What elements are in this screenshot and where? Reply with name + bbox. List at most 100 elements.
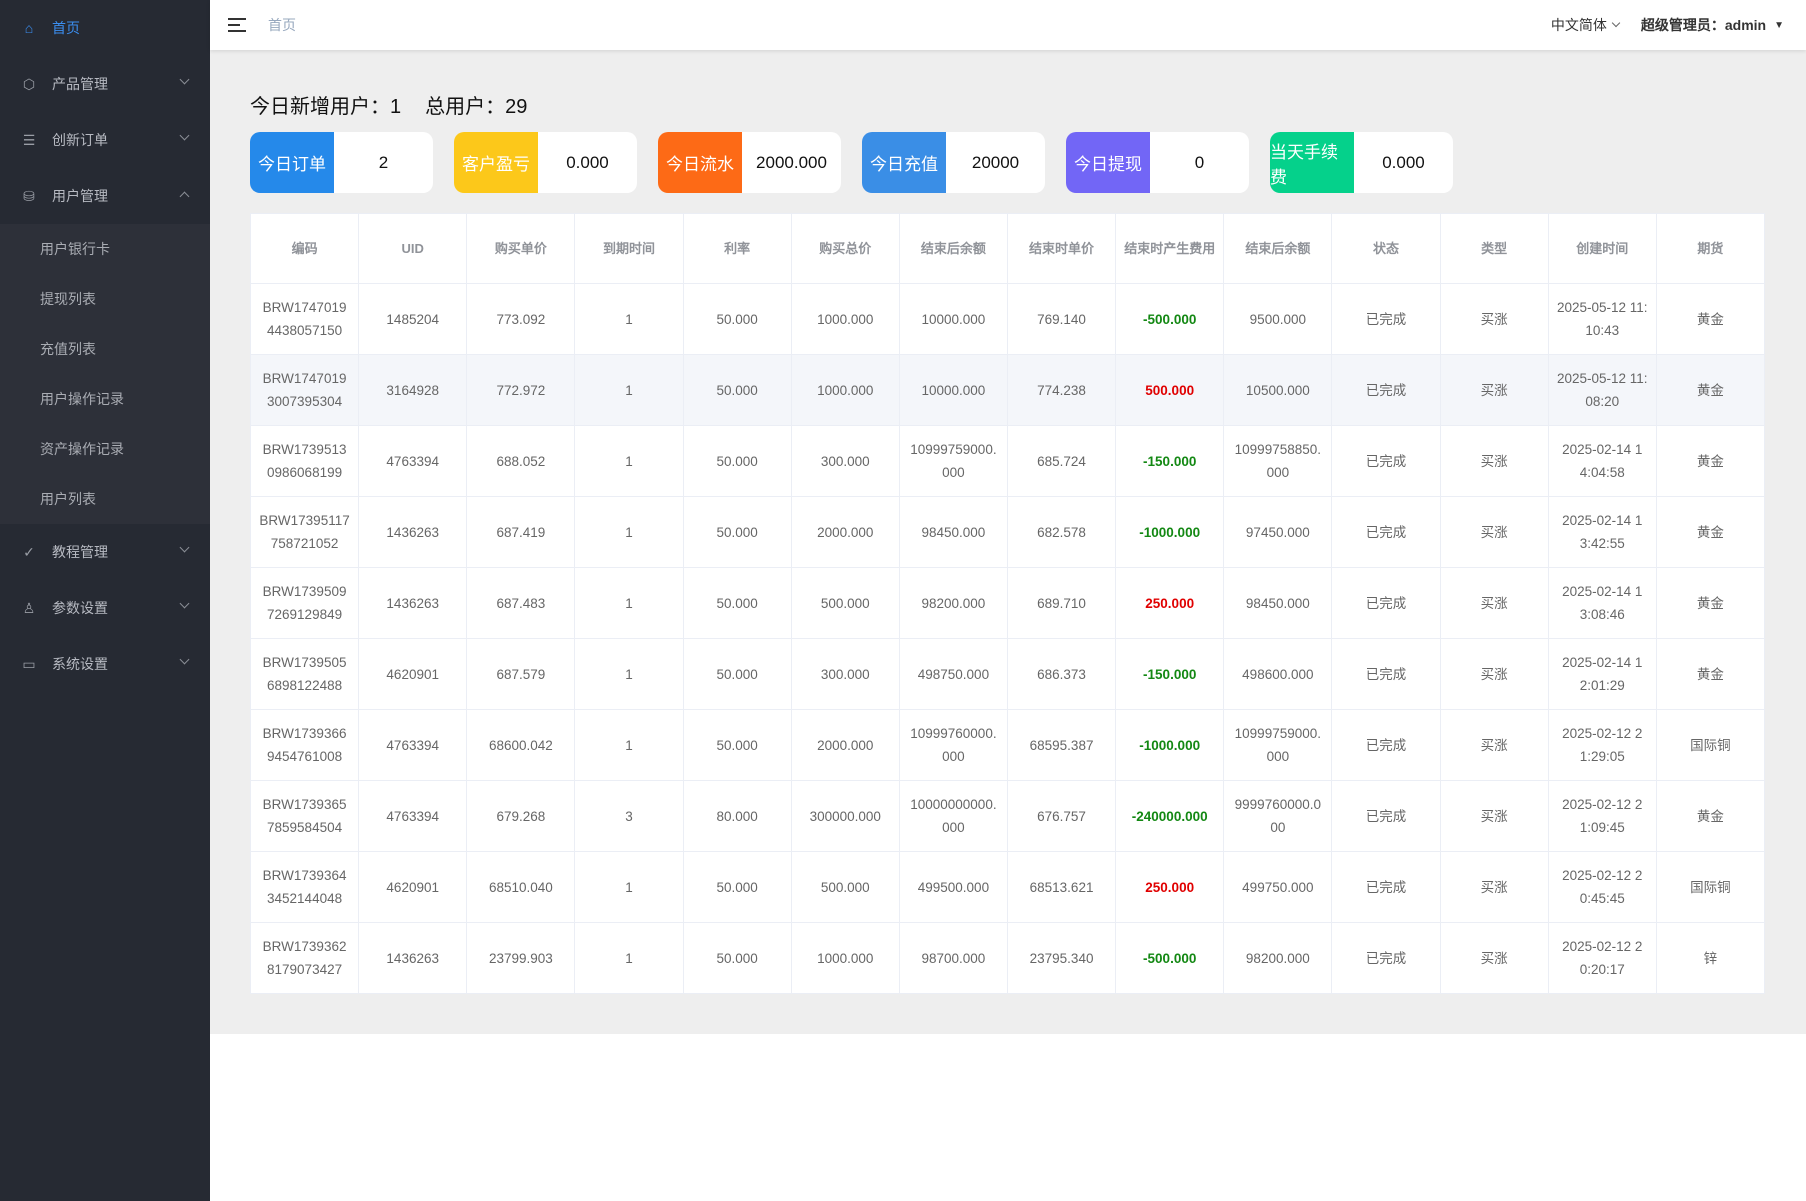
submenu-item[interactable]: 充值列表 — [40, 341, 96, 357]
table-cell: 688.052 — [466, 425, 576, 497]
table-row: BRW17395097269129849 1436263 687.483 1 50.00… — [249, 567, 1766, 639]
user-menu[interactable]: 超级管理员：admin ▼ — [1641, 15, 1784, 35]
table-cell: 1436263 — [358, 496, 468, 568]
table-cell: 2025-02-12 21:29:05 — [1547, 709, 1657, 781]
sidebar-item-4[interactable]: ✓ 教程管理 — [0, 524, 210, 580]
table-cell: 4620901 — [358, 638, 468, 710]
table-cell: 687.483 — [466, 567, 576, 639]
column-header: 编码 — [249, 213, 360, 284]
breadcrumb[interactable]: 首页 — [268, 17, 296, 33]
total-users-label: 总用户： — [425, 96, 506, 118]
table-cell: BRW17393657859584504 — [249, 780, 360, 852]
table-cell: BRW17470194438057150 — [249, 283, 360, 355]
table-cell: 68600.042 — [466, 709, 576, 781]
column-header: 购买总价 — [790, 213, 900, 284]
table-cell: 2025-05-12 11:08:20 — [1547, 354, 1657, 426]
submenu-item[interactable]: 用户列表 — [40, 491, 96, 507]
table-cell: 已完成 — [1331, 851, 1441, 923]
chevron-down-icon — [1611, 18, 1621, 28]
table-cell: 黄金 — [1655, 283, 1766, 355]
table-cell: 50.000 — [682, 638, 792, 710]
table-cell: 10999760000.000 — [898, 709, 1008, 781]
table-cell: 498750.000 — [898, 638, 1008, 710]
sidebar: ⌂ 首页 ⬡ 产品管理 ☰ 创新订单 ⛁ 用户管理用户银行卡提现列表充值列表用户操作记录 资产操… — [0, 0, 210, 1201]
submenu-item[interactable]: 用户银行卡 — [40, 241, 110, 257]
sidebar-item-label: 参数设置 — [52, 600, 108, 616]
table-cell: 已完成 — [1331, 638, 1441, 710]
table-cell: 774.238 — [1006, 354, 1117, 426]
submenu-item[interactable]: 提现列表 — [40, 291, 96, 307]
stat-card: 客户盈亏 0.000 — [454, 132, 637, 193]
table-cell: BRW17395130986068199 — [249, 425, 360, 497]
orders-table: 编码 UID 购买单价 到期时间 利率 购买总价 结束后余额 结束时单价 结束时产生费用 结束后余… — [249, 213, 1766, 994]
table-cell: 68510.040 — [466, 851, 576, 923]
submenu-item[interactable]: 资产操作记录 — [40, 441, 124, 457]
column-header: 到期时间 — [574, 213, 684, 284]
new-users-value: 1 — [390, 96, 402, 118]
chevron-down-icon — [179, 74, 190, 85]
table-cell: 黄金 — [1655, 567, 1766, 639]
sidebar-item-5[interactable]: ♙ 参数设置 — [0, 580, 210, 636]
table-cell: 3 — [574, 780, 684, 852]
table-cell: -500.000 — [1115, 922, 1225, 994]
column-header: 利率 — [682, 213, 792, 284]
table-cell: 499500.000 — [898, 851, 1008, 923]
table-row: BRW17393643452144048 4620901 68510.040 1 50.… — [249, 851, 1766, 923]
column-header: 期货 — [1655, 213, 1766, 284]
new-users-label: 今日新增用户： — [250, 96, 390, 118]
table-cell: 2025-02-12 21:09:45 — [1547, 780, 1657, 852]
table-cell: 2025-02-14 14:04:58 — [1547, 425, 1657, 497]
table-cell: 已完成 — [1331, 496, 1441, 568]
user-settings-icon: ♙ — [22, 599, 36, 616]
table-cell: 10999759000.000 — [1223, 709, 1333, 781]
table-cell: 已完成 — [1331, 709, 1441, 781]
sidebar-item-0[interactable]: ⌂ 首页 — [0, 0, 210, 56]
table-cell: 300000.000 — [790, 780, 900, 852]
sidebar-item-6[interactable]: ▭ 系统设置 — [0, 636, 210, 692]
table-cell: -240000.000 — [1115, 780, 1225, 852]
menu-toggle-icon[interactable] — [228, 18, 246, 32]
book-icon: ▭ — [22, 655, 36, 672]
column-header: 状态 — [1331, 213, 1441, 284]
language-select[interactable]: 中文简体 — [1551, 15, 1621, 35]
table-cell: 1 — [574, 922, 684, 994]
main-content: 今日新增用户：1 总用户：29 今日订单 2 客户盈亏 0.000 今日流水 2000.0… — [210, 50, 1806, 1034]
chevron-down-icon — [179, 598, 190, 609]
sidebar-item-3[interactable]: ⛁ 用户管理 — [0, 168, 210, 224]
table-cell: 685.724 — [1006, 425, 1117, 497]
table-cell: 2025-02-14 12:01:29 — [1547, 638, 1657, 710]
table-cell: 锌 — [1655, 922, 1766, 994]
table-row: BRW17393669454761008 4763394 68600.042 1 50.… — [249, 709, 1766, 781]
top-header: 首页 中文简体 超级管理员：admin ▼ — [210, 0, 1806, 50]
table-cell: 10999758850.000 — [1223, 425, 1333, 497]
table-cell: 黄金 — [1655, 780, 1766, 852]
table-cell: 买涨 — [1439, 780, 1549, 852]
table-cell: 773.092 — [466, 283, 576, 355]
stat-card-label: 今日订单 — [250, 132, 334, 193]
table-cell: 4763394 — [358, 780, 468, 852]
table-cell: 23795.340 — [1006, 922, 1117, 994]
table-cell: 98200.000 — [1223, 922, 1333, 994]
table-cell: 1436263 — [358, 567, 468, 639]
table-cell: 4763394 — [358, 425, 468, 497]
submenu-item[interactable]: 用户操作记录 — [40, 391, 124, 407]
table-cell: -1000.000 — [1115, 709, 1225, 781]
table-cell: 买涨 — [1439, 709, 1549, 781]
table-cell: 50.000 — [682, 425, 792, 497]
table-cell: 772.972 — [466, 354, 576, 426]
table-cell: 500.000 — [1115, 354, 1225, 426]
total-users-value: 29 — [505, 96, 528, 118]
table-cell: 689.710 — [1006, 567, 1117, 639]
table-cell: 黄金 — [1655, 496, 1766, 568]
table-cell: 10500.000 — [1223, 354, 1333, 426]
table-cell: 50.000 — [682, 851, 792, 923]
table-cell: BRW17470193007395304 — [249, 354, 360, 426]
table-cell: 买涨 — [1439, 425, 1549, 497]
table-cell: 买涨 — [1439, 851, 1549, 923]
table-cell: 1485204 — [358, 283, 468, 355]
sidebar-item-1[interactable]: ⬡ 产品管理 — [0, 56, 210, 112]
sidebar-item-2[interactable]: ☰ 创新订单 — [0, 112, 210, 168]
table-cell: 50.000 — [682, 709, 792, 781]
table-cell: -1000.000 — [1115, 496, 1225, 568]
table-cell: 50.000 — [682, 354, 792, 426]
